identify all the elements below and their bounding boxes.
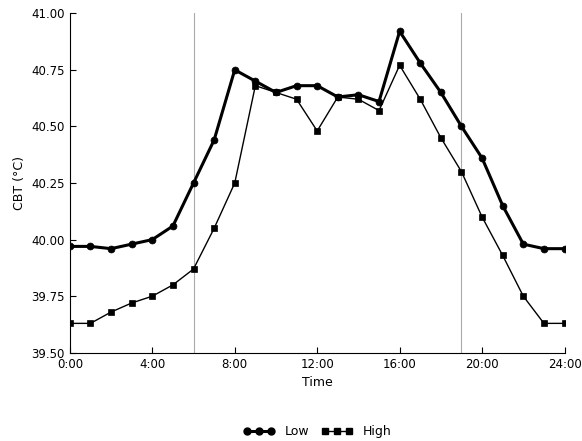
High bbox=[458, 169, 465, 174]
High bbox=[561, 321, 568, 326]
Low bbox=[314, 83, 321, 88]
High bbox=[128, 300, 135, 306]
Low bbox=[541, 246, 548, 251]
Low bbox=[334, 94, 341, 100]
High bbox=[252, 83, 259, 88]
Low bbox=[87, 244, 94, 249]
High bbox=[541, 321, 548, 326]
High bbox=[190, 266, 197, 272]
High bbox=[334, 94, 341, 100]
High bbox=[211, 226, 218, 231]
High bbox=[231, 180, 238, 186]
Low bbox=[169, 224, 176, 229]
High bbox=[478, 214, 485, 220]
High bbox=[108, 310, 115, 315]
Low bbox=[561, 246, 568, 251]
Low bbox=[231, 67, 238, 72]
High bbox=[314, 128, 321, 134]
High bbox=[149, 294, 156, 299]
Low bbox=[355, 92, 362, 97]
High bbox=[375, 108, 382, 113]
High bbox=[293, 97, 300, 102]
Low bbox=[520, 242, 527, 247]
Low bbox=[478, 156, 485, 161]
Low bbox=[272, 90, 279, 95]
High bbox=[355, 97, 362, 102]
Low bbox=[252, 78, 259, 84]
Low bbox=[499, 203, 506, 208]
High bbox=[396, 63, 403, 68]
High bbox=[499, 253, 506, 258]
Low bbox=[417, 60, 424, 66]
High bbox=[272, 90, 279, 95]
High bbox=[66, 321, 73, 326]
X-axis label: Time: Time bbox=[302, 376, 332, 389]
High bbox=[87, 321, 94, 326]
Low bbox=[66, 244, 73, 249]
Low bbox=[438, 90, 445, 95]
Y-axis label: CBT (°C): CBT (°C) bbox=[13, 156, 26, 210]
Low bbox=[149, 237, 156, 242]
High bbox=[169, 282, 176, 288]
Low bbox=[293, 83, 300, 88]
Low bbox=[128, 242, 135, 247]
Line: Low: Low bbox=[66, 28, 568, 252]
Low bbox=[211, 137, 218, 142]
Low bbox=[108, 246, 115, 251]
High bbox=[438, 135, 445, 140]
Low bbox=[190, 180, 197, 186]
Legend: Low, High: Low, High bbox=[238, 420, 396, 441]
Low bbox=[396, 29, 403, 34]
High bbox=[520, 294, 527, 299]
Line: High: High bbox=[66, 62, 568, 327]
Low bbox=[375, 99, 382, 104]
Low bbox=[458, 124, 465, 129]
High bbox=[417, 97, 424, 102]
